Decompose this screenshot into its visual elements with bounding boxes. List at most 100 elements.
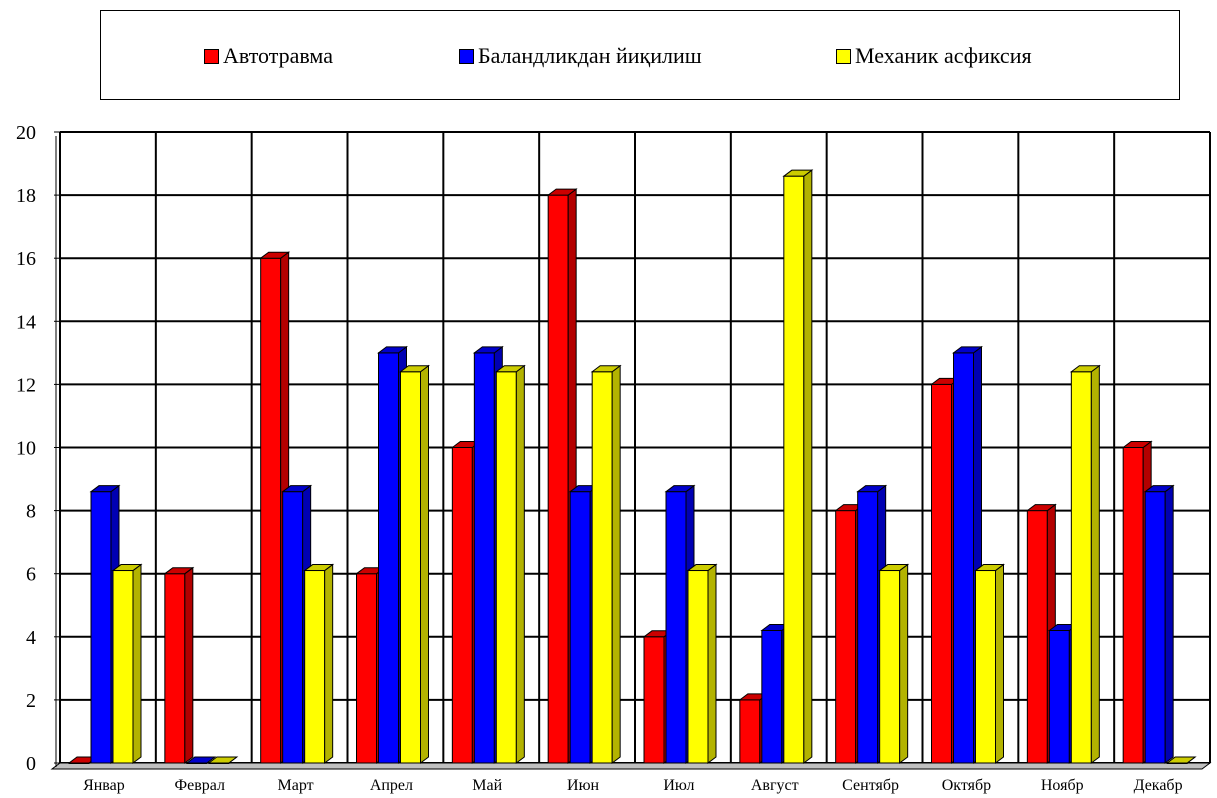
- bar-front: [282, 491, 304, 764]
- bar-top: [1165, 756, 1197, 764]
- bar-Январ-3: [111, 563, 143, 764]
- x-tick-label-10: Ноябр: [1041, 777, 1084, 794]
- bar-Феврал-1: [163, 566, 195, 764]
- bar-front: [356, 573, 377, 764]
- legend-swatch-yellow: [836, 48, 851, 64]
- bar-top: [1143, 485, 1175, 493]
- bar-Октябр-3: [974, 563, 1005, 764]
- legend-item-series-2: Баландликдан йиқилиш: [459, 43, 702, 69]
- bar-front: [400, 371, 421, 764]
- legend-item-series-3: Механик асфиксия: [836, 43, 1032, 69]
- bar-Феврал-2: [185, 756, 217, 764]
- bar-top: [494, 365, 526, 373]
- bar-front: [1122, 447, 1144, 764]
- bar-top: [281, 485, 313, 493]
- y-tick-label-10: 20: [16, 122, 36, 144]
- bar-top: [974, 564, 1005, 572]
- bar-top: [782, 169, 814, 177]
- x-tick-label-6: Июл: [663, 777, 694, 794]
- bar-top: [546, 188, 578, 196]
- bar-front: [687, 570, 709, 764]
- bar-Июн-3: [590, 364, 622, 764]
- x-tick-label-0: Январ: [83, 777, 125, 794]
- bar-side: [1090, 364, 1100, 764]
- legend-item-series-1: Автотравма: [204, 43, 333, 69]
- legend-swatch-red: [204, 48, 219, 64]
- bar-front: [1144, 491, 1166, 764]
- bar-side: [995, 563, 1004, 764]
- bar-front: [260, 257, 282, 764]
- chart-floor: [50, 762, 1212, 770]
- y-tick-label-2: 4: [26, 627, 36, 649]
- x-tick-label-4: Май: [472, 777, 502, 794]
- bar-front: [665, 491, 687, 764]
- bar-front: [643, 636, 665, 764]
- x-tick-label-8: Сентябр: [842, 777, 899, 794]
- y-tick-label-6: 12: [16, 374, 36, 396]
- chart-labels: 0 2 4 6 8 10 12 14 16 18 20 Январ Феврал Март Апрел Май…: [16, 122, 1183, 794]
- bar-side: [132, 563, 142, 764]
- y-tick-label-8: 16: [16, 248, 36, 270]
- bar-front: [953, 352, 974, 764]
- y-tick-label-1: 2: [26, 690, 36, 712]
- x-tick-label-3: Апрел: [370, 777, 413, 794]
- bar-front: [547, 194, 569, 764]
- bar-front: [975, 570, 996, 764]
- bar-side: [324, 563, 334, 764]
- bar-front: [164, 573, 186, 764]
- bar-top: [1121, 441, 1153, 448]
- bar-side: [803, 169, 813, 764]
- bar-side: [420, 364, 429, 764]
- bar-front: [90, 491, 112, 764]
- bar-front: [473, 352, 495, 764]
- bar-top: [952, 346, 983, 354]
- bar-side: [707, 563, 717, 764]
- bar-top: [1069, 365, 1101, 373]
- bar-Сентябр-3: [878, 563, 910, 764]
- x-tick-label-1: Феврал: [174, 777, 225, 794]
- bar-front: [378, 352, 399, 764]
- bar-top: [89, 485, 121, 493]
- legend-label-series-2: Баландликдан йиқилиш: [478, 43, 702, 68]
- legend-label-series-1: Автотравма: [223, 43, 333, 68]
- bar-front: [495, 371, 517, 764]
- bar-top: [207, 756, 239, 764]
- bar-top: [878, 564, 910, 572]
- x-tick-label-11: Декабр: [1134, 777, 1183, 794]
- bar-front: [1070, 371, 1092, 764]
- bar-side: [184, 566, 194, 764]
- bar-side: [1164, 484, 1174, 764]
- y-tick-label-3: 6: [26, 564, 36, 586]
- bar-side: [515, 364, 525, 764]
- bar-top: [303, 564, 335, 572]
- bar-front: [783, 175, 805, 764]
- bar-Декабр-2: [1143, 484, 1175, 764]
- bar-top: [111, 564, 143, 572]
- x-tick-label-2: Март: [278, 777, 314, 794]
- legend-label-series-3: Механик асфиксия: [855, 43, 1032, 68]
- bar-Ноябр-3: [1069, 364, 1101, 764]
- bar-top: [664, 485, 696, 493]
- bar-Август-3: [782, 169, 814, 764]
- bar-front: [569, 491, 591, 764]
- chart-bars: [67, 169, 1197, 764]
- bar-front: [1026, 510, 1048, 764]
- bar-front: [739, 699, 761, 764]
- bar-top: [259, 251, 291, 259]
- bar-front: [835, 510, 857, 764]
- bar-top: [377, 346, 408, 354]
- bar-front: [931, 383, 952, 764]
- bar-front: [761, 629, 783, 764]
- bar-Феврал-3: [207, 756, 239, 764]
- y-tick-label-7: 14: [16, 311, 36, 333]
- bar-Март-3: [303, 563, 335, 764]
- x-tick-label-5: Июн: [567, 777, 600, 794]
- bar-top: [163, 567, 195, 575]
- y-tick-label-0: 0: [26, 753, 36, 775]
- bar-front: [304, 570, 326, 764]
- bar-Июл-3: [686, 563, 718, 764]
- chart-legend: Автотравма Баландликдан йиқилиш Механик …: [100, 10, 1180, 100]
- bar-Апрел-3: [399, 364, 430, 764]
- chart-axes: [50, 131, 1212, 770]
- bar-front: [451, 447, 473, 764]
